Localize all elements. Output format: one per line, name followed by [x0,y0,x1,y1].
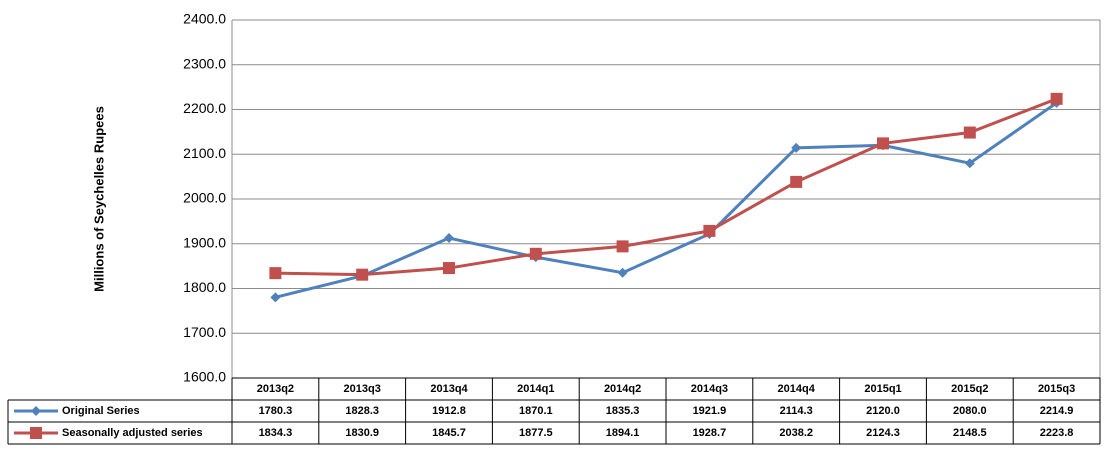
data-point [617,267,628,278]
x-tick-label: 2013q4 [430,383,468,395]
table-value: 1912.8 [432,405,466,417]
table-value: 1921.9 [693,405,727,417]
y-tick-label: 2000.0 [183,190,226,206]
table-value: 2223.8 [1040,427,1074,439]
table-value: 1834.3 [259,427,293,439]
legend-label: Seasonally adjusted series [62,427,203,439]
series-line [275,97,1058,277]
x-tick-label: 2015q3 [1038,383,1075,395]
y-tick-label: 2200.0 [183,100,226,116]
data-point [616,240,629,253]
data-point [356,268,369,281]
data-point [964,158,975,169]
table-value: 2120.0 [866,405,900,417]
x-tick-label: 2013q3 [344,383,381,395]
y-tick-label: 2400.0 [183,11,226,27]
table-value: 2114.3 [780,405,813,417]
x-tick-label: 2014q1 [517,383,554,395]
legend-marker [30,427,42,439]
table-value: 2124.3 [866,427,900,439]
table-value: 1877.5 [519,427,553,439]
table-value: 2214.9 [1040,405,1074,417]
x-tick-label: 2013q2 [257,383,294,395]
data-point [790,175,803,188]
table-value: 1928.7 [693,427,727,439]
y-tick-label: 1900.0 [183,234,226,250]
y-axis-label: Millions of Seychelles Rupees [91,106,106,292]
data-point [529,247,542,260]
x-tick-label: 2014q3 [691,383,728,395]
table-value: 1828.3 [345,405,379,417]
y-tick-label: 2300.0 [183,55,226,71]
x-tick-label: 2015q2 [951,383,988,395]
data-point [269,267,282,280]
data-point [1050,92,1063,105]
legend-marker [31,406,41,416]
series-line [275,101,1058,299]
table-value: 1780.3 [259,405,293,417]
data-point [963,126,976,139]
table-value: 1894.1 [606,427,640,439]
y-tick-label: 2100.0 [183,145,226,161]
table-value: 2038.2 [779,427,813,439]
table-value: 1845.7 [432,427,466,439]
data-point [791,142,802,153]
table-value: 2148.5 [953,427,987,439]
x-tick-label: 2015q1 [864,383,901,395]
y-tick-label: 1600.0 [183,369,226,385]
data-point [703,224,716,237]
x-tick-label: 2014q4 [778,383,816,395]
data-point [877,137,889,150]
data-point [270,292,281,303]
y-tick-label: 1700.0 [183,324,226,340]
x-tick-label: 2014q2 [604,383,641,395]
y-tick-label: 1800.0 [183,279,226,295]
table-value: 1870.1 [519,405,553,417]
table-value: 1835.3 [606,405,640,417]
data-point [443,262,455,275]
legend-label: Original Series [62,405,140,417]
table-value: 2080.0 [953,405,987,417]
table-value: 1830.9 [345,427,379,439]
data-point [444,233,454,244]
